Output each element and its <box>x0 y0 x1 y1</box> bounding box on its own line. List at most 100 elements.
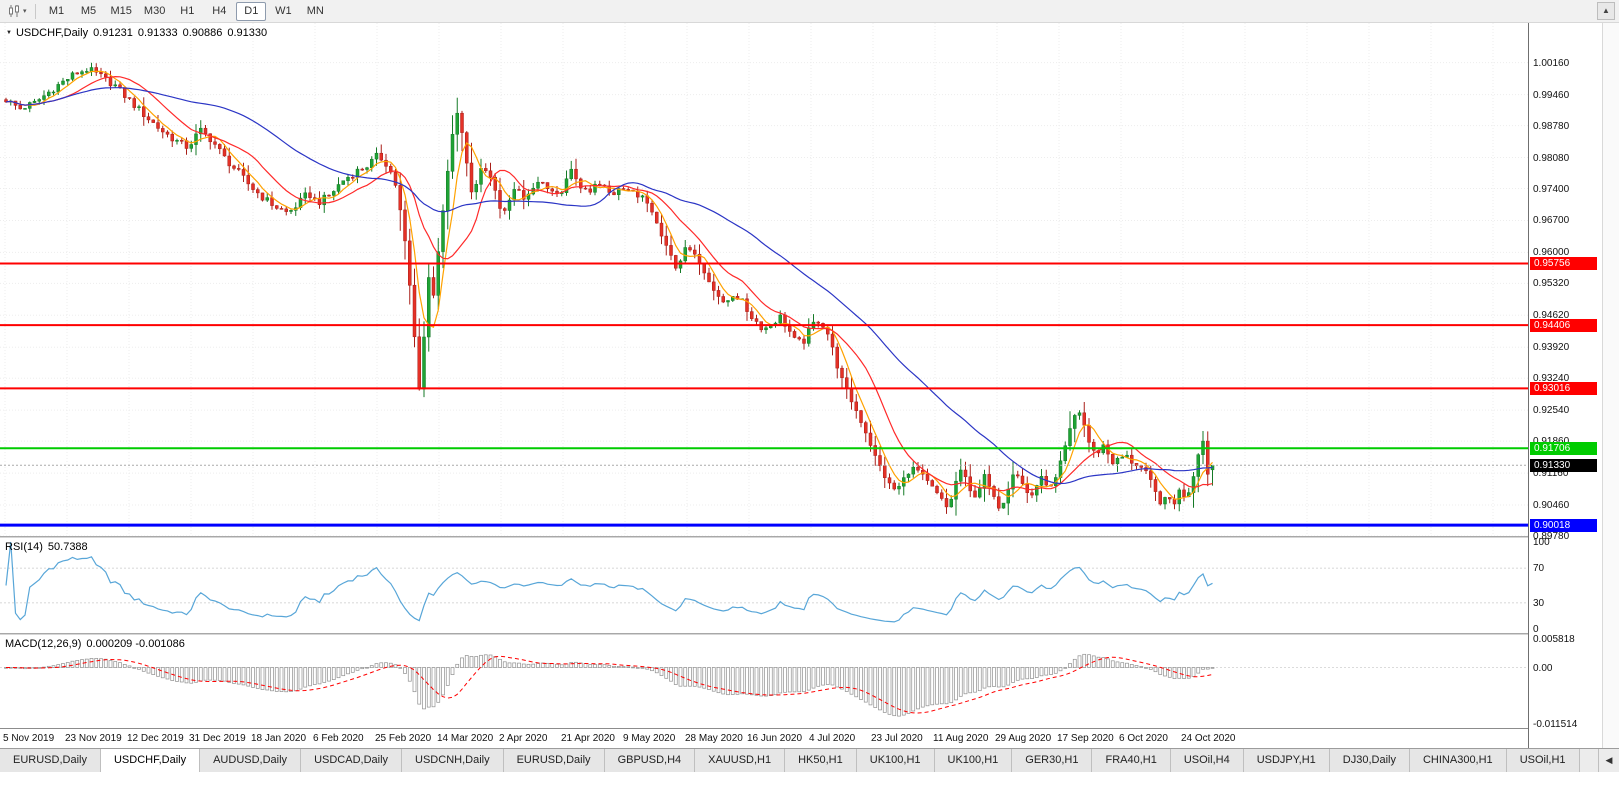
timeframe-button-m5[interactable]: M5 <box>80 4 97 17</box>
timeframe-button-m15[interactable]: M15 <box>110 4 132 17</box>
tab-fra40-h1[interactable]: FRA40,H1 <box>1092 749 1171 772</box>
tab-usdcad-daily[interactable]: USDCAD,Daily <box>301 749 403 772</box>
rsi-value: 50.7388 <box>47 541 88 553</box>
price-line-badge: 0.91706 <box>1530 442 1597 456</box>
date-tick: 4 Jul 2020 <box>809 733 856 744</box>
date-tick: 9 May 2020 <box>623 733 676 744</box>
scroll-up-button[interactable]: ▲ <box>1597 2 1615 20</box>
date-tick: 16 Jun 2020 <box>747 733 803 744</box>
right-margin-strip <box>1602 23 1619 748</box>
low-value: 0.90886 <box>182 27 223 39</box>
date-tick: 24 Oct 2020 <box>1181 733 1236 744</box>
tab-china300-h1[interactable]: CHINA300,H1 <box>1409 749 1507 772</box>
rsi-scale-tick: 30 <box>1533 597 1545 609</box>
tab-usdchf-daily[interactable]: USDCHF,Daily <box>100 749 201 772</box>
date-tick: 6 Feb 2020 <box>313 733 364 744</box>
timeframe-buttons: M1 M5 M15 M30 H1 H4 D1 W1 MN <box>41 1 332 21</box>
tab-ger30-h1[interactable]: GER30,H1 <box>1012 749 1093 772</box>
timeframe-button-w1[interactable]: W1 <box>275 4 292 17</box>
price-tick: 0.90460 <box>1533 499 1570 511</box>
tab-scroll-left-button[interactable]: ◀ <box>1598 749 1619 772</box>
high-value: 0.91333 <box>137 27 178 39</box>
macd-pane[interactable] <box>0 635 1528 728</box>
price-tick: 0.98780 <box>1533 120 1570 132</box>
price-tick: 0.92540 <box>1533 405 1570 417</box>
tab-uk100-h1[interactable]: UK100,H1 <box>934 749 1013 772</box>
current-price-badge: 0.91330 <box>1530 459 1597 473</box>
macd-scale-tick: 0.005818 <box>1533 634 1575 645</box>
date-tick: 18 Jan 2020 <box>251 733 307 744</box>
price-line-badge: 0.93016 <box>1530 382 1597 396</box>
timeframe-button-h1[interactable]: H1 <box>180 4 195 17</box>
date-tick: 29 Aug 2020 <box>995 733 1052 744</box>
macd-scale-tick: 0.00 <box>1533 662 1553 674</box>
price-tick: 0.93240 <box>1533 373 1570 385</box>
rsi-scale-tick: 70 <box>1533 563 1545 575</box>
bottom-strip <box>0 772 1619 796</box>
candlestick-chart-icon <box>9 5 19 17</box>
tab-usdjpy-h1[interactable]: USDJPY,H1 <box>1243 749 1330 772</box>
tab-gbpusd-h4[interactable]: GBPUSD,H4 <box>604 749 696 772</box>
date-tick: 28 May 2020 <box>685 733 743 744</box>
rsi-name: RSI(14) <box>5 541 43 553</box>
rsi-scale-tick: 0 <box>1533 624 1539 635</box>
chart-type-button[interactable]: ▾ <box>4 3 30 19</box>
price-tick: 0.91860 <box>1533 436 1569 447</box>
pane-splitter-rsi[interactable] <box>0 536 1602 538</box>
pane-splitter-macd[interactable] <box>0 633 1602 635</box>
price-tick: 0.91160 <box>1533 468 1569 480</box>
tab-hk50-h1[interactable]: HK50,H1 <box>785 749 857 772</box>
scale-separator <box>1528 23 1529 748</box>
tab-audusd-daily[interactable]: AUDUSD,Daily <box>200 749 302 772</box>
rsi-label: RSI(14) 50.7388 <box>5 541 88 553</box>
main-chart-pane[interactable] <box>0 23 1528 536</box>
macd-label: MACD(12,26,9) 0.000209 -0.001086 <box>5 638 185 650</box>
price-tick: 0.93920 <box>1533 342 1570 354</box>
tab-usdcnh-daily[interactable]: USDCNH,Daily <box>402 749 504 772</box>
price-line-badge: 0.90018 <box>1530 519 1597 533</box>
tab-uk100-h1[interactable]: UK100,H1 <box>856 749 935 772</box>
collapse-icon[interactable]: ▼ <box>6 30 12 36</box>
price-tick: 0.95320 <box>1533 278 1570 290</box>
close-value: 0.91330 <box>227 27 268 39</box>
date-tick: 5 Nov 2019 <box>3 733 55 744</box>
tab-usoil-h1[interactable]: USOil,H1 <box>1506 749 1580 772</box>
toolbar-separator <box>34 3 36 19</box>
price-tick: 0.94620 <box>1533 310 1570 322</box>
tab-xauusd-h1[interactable]: XAUUSD,H1 <box>695 749 786 772</box>
date-tick: 21 Apr 2020 <box>561 733 615 744</box>
tab-eurusd-daily[interactable]: EURUSD,Daily <box>0 749 101 772</box>
price-tick: 0.89780 <box>1533 531 1570 542</box>
date-axis[interactable]: 5 Nov 2019 23 Nov 2019 12 Dec 2019 31 Dec 2… <box>0 728 1602 749</box>
price-tick: 0.99460 <box>1533 89 1570 101</box>
rsi-scale-tick: 100 <box>1533 537 1550 548</box>
tab-usoil-h4[interactable]: USOil,H4 <box>1170 749 1244 772</box>
open-value: 0.91231 <box>93 27 133 39</box>
price-tick: 0.98080 <box>1533 152 1570 164</box>
date-tick: 17 Sep 2020 <box>1057 733 1114 744</box>
tab-strip: EURUSD,Daily USDCHF,Daily AUDUSD,Daily USDC… <box>0 749 1598 772</box>
price-tick: 0.96700 <box>1533 215 1570 227</box>
tab-dj30-daily[interactable]: DJ30,Daily <box>1329 749 1410 772</box>
price-tick: 0.96000 <box>1533 247 1570 259</box>
tab-eurusd-daily[interactable]: EURUSD,Daily <box>503 749 605 772</box>
timeframe-button-h4[interactable]: H4 <box>212 4 227 17</box>
date-tick: 11 Aug 2020 <box>933 733 989 744</box>
date-tick: 31 Dec 2019 <box>189 733 246 744</box>
date-tick: 23 Jul 2020 <box>871 733 923 744</box>
chart-tab-bar: EURUSD,Daily USDCHF,Daily AUDUSD,Daily USDC… <box>0 748 1619 772</box>
timeframe-button-m1[interactable]: M1 <box>48 4 65 17</box>
date-tick: 23 Nov 2019 <box>65 733 122 744</box>
date-tick: 25 Feb 2020 <box>375 733 432 744</box>
price-scale[interactable]: 1.00160 0.99460 0.98780 0.98080 0.97400 0.967… <box>1529 23 1602 748</box>
timeframe-button-m30[interactable]: M30 <box>143 4 166 17</box>
macd-scale-tick: -0.011514 <box>1533 719 1578 730</box>
rsi-pane[interactable] <box>0 538 1528 633</box>
date-tick: 6 Oct 2020 <box>1119 733 1168 744</box>
macd-name: MACD(12,26,9) <box>5 638 82 650</box>
price-line-badge: 0.94406 <box>1530 319 1597 333</box>
timeframe-button-mn[interactable]: MN <box>306 4 324 17</box>
top-toolbar: ▾ M1 M5 M15 M30 H1 H4 D1 W1 MN ▲ <box>0 0 1619 23</box>
price-tick: 0.97400 <box>1533 183 1570 195</box>
timeframe-button-d1[interactable]: D1 <box>236 1 267 21</box>
